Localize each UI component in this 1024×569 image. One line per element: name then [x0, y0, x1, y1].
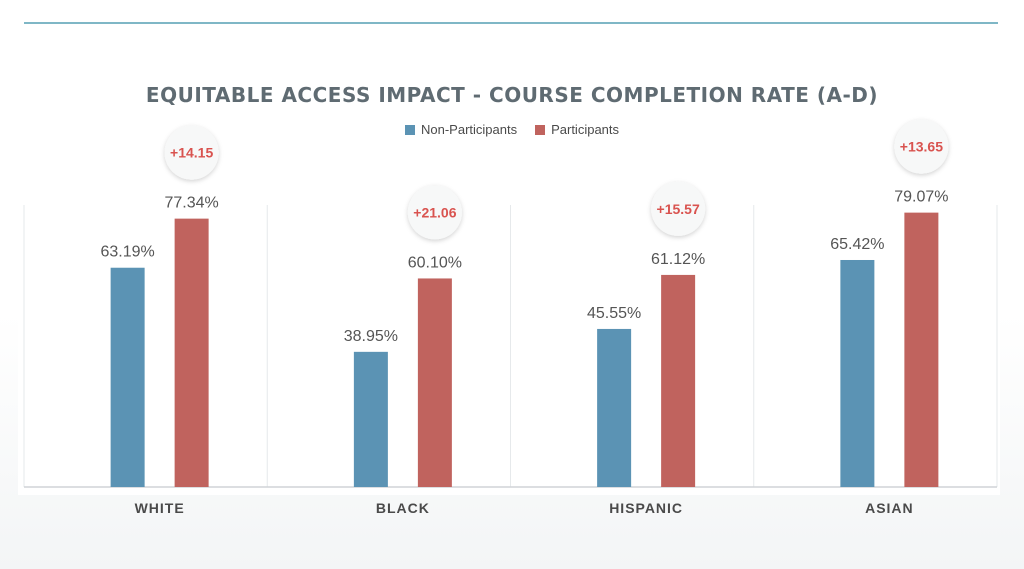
difference-value: +21.06 — [413, 204, 456, 220]
bar-participants — [904, 212, 939, 487]
legend-label-non-participants: Non-Participants — [420, 122, 518, 137]
bar-participants — [174, 218, 209, 488]
difference-value: +15.57 — [657, 201, 700, 217]
data-label-participants: 60.10% — [408, 254, 462, 271]
category-label: BLACK — [376, 500, 430, 516]
bar-participants — [417, 278, 452, 487]
data-label-participants: 79.07% — [894, 189, 948, 206]
data-label-participants: 77.34% — [164, 195, 218, 212]
difference-badge — [894, 119, 949, 174]
difference-value: +13.65 — [900, 139, 943, 155]
bar-non-participants — [353, 351, 388, 487]
legend-swatch-participants — [535, 124, 546, 135]
data-label-non-participants: 38.95% — [344, 328, 398, 345]
data-label-participants: 61.12% — [651, 251, 705, 268]
bar-non-participants — [110, 267, 145, 487]
bar-participants — [661, 274, 696, 487]
chart-legend: Non-Participants Participants — [0, 122, 1024, 137]
category-label: ASIAN — [865, 500, 914, 516]
difference-value: +14.15 — [170, 145, 213, 161]
legend-swatch-non-participants — [404, 124, 415, 135]
category-label: WHITE — [135, 500, 185, 516]
category-label: HISPANIC — [609, 500, 683, 516]
difference-badge — [407, 185, 462, 240]
data-label-non-participants: 65.42% — [830, 236, 884, 253]
difference-badge — [164, 125, 219, 180]
difference-badge — [651, 181, 706, 236]
data-label-non-participants: 63.19% — [100, 244, 154, 261]
legend-label-participants: Participants — [551, 122, 620, 137]
data-label-non-participants: 45.55% — [587, 305, 641, 322]
chart-title: EQUITABLE ACCESS IMPACT - COURSE COMPLET… — [145, 83, 879, 107]
legend-item-participants: Participants — [535, 122, 619, 137]
top-divider-line — [24, 22, 998, 24]
legend-item-non-participants: Non-Participants — [404, 122, 518, 137]
bar-non-participants — [840, 259, 875, 487]
bar-non-participants — [597, 328, 632, 487]
